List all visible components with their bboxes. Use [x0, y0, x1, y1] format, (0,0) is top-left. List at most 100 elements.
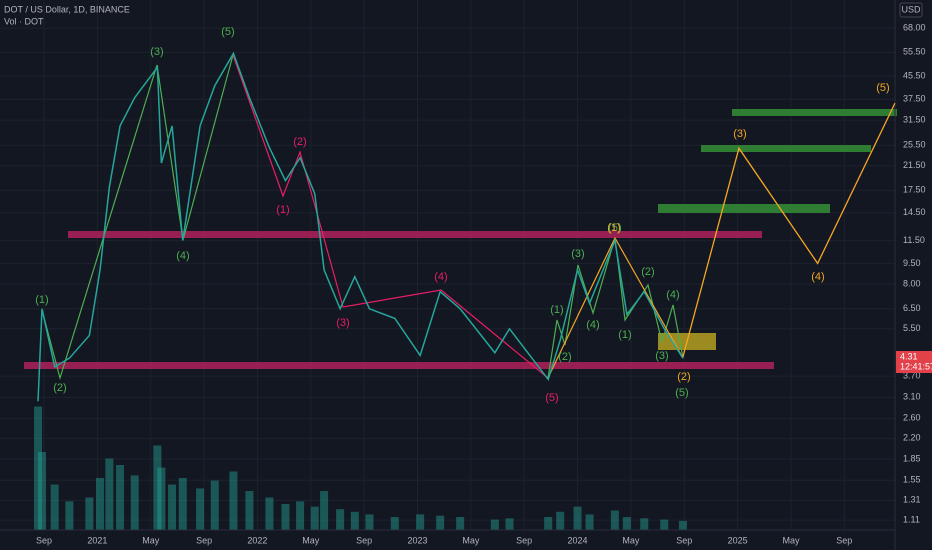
volume-bar	[265, 497, 274, 530]
y-tick-label: 11.50	[903, 235, 925, 245]
volume-bar	[196, 488, 205, 530]
wave-label: (3)	[733, 128, 746, 140]
wave-label: (1)	[618, 329, 631, 341]
volume-bar	[50, 484, 59, 530]
wave-label: (2)	[641, 266, 654, 278]
wave-label: (2)	[53, 382, 66, 394]
wave-label: (1)	[35, 294, 48, 306]
volume-bar	[505, 518, 514, 530]
x-tick-label: May	[462, 535, 480, 545]
volume-bar	[153, 445, 162, 530]
volume-bar	[96, 478, 105, 530]
volume-bar	[85, 497, 94, 530]
volume-bar	[310, 506, 319, 530]
wave-label: (3)	[571, 248, 584, 260]
y-tick-label: 55.50	[903, 47, 926, 57]
wave-label: (2)	[677, 371, 690, 383]
y-tick-label: 3.70	[903, 371, 921, 381]
volume-bar	[436, 515, 445, 530]
wave-label: (5)	[545, 392, 558, 404]
wave-label: (3)	[655, 350, 668, 362]
wave-label: (1)	[550, 304, 563, 316]
wave-label: (3)	[150, 46, 163, 58]
currency-box[interactable]	[899, 2, 923, 18]
x-tick-label: 2025	[728, 535, 748, 545]
y-tick-label: 6.50	[903, 303, 921, 313]
volume-bar	[640, 518, 649, 530]
volume-bar	[610, 510, 619, 530]
y-tick-label: 2.20	[903, 433, 921, 443]
target-zone	[658, 204, 830, 213]
wave-label: (3)	[336, 317, 349, 329]
y-tick-label: 17.50	[903, 185, 926, 195]
y-tick-label: 25.50	[903, 140, 926, 150]
y-tick-label: 1.85	[903, 453, 921, 463]
y-tick-label: 9.50	[903, 258, 921, 268]
volume-bar	[660, 519, 669, 530]
volume-bar	[34, 406, 43, 530]
y-tick-label: 14.50	[903, 207, 926, 217]
volume-bar	[157, 467, 166, 530]
target-zone	[701, 145, 871, 152]
volume-bar	[229, 471, 238, 530]
volume-bar	[38, 452, 47, 530]
price-line	[37, 51, 684, 402]
volume-bar	[210, 480, 219, 530]
wave-label: (4)	[811, 271, 824, 283]
volume-bar	[350, 511, 359, 530]
volume-bar	[336, 509, 345, 530]
wave-label: (4)	[434, 271, 447, 283]
chart-title: DOT / US Dollar, 1D, BINANCE	[4, 4, 130, 14]
y-tick-label: 8.00	[903, 278, 921, 288]
volume-bar	[65, 501, 74, 530]
y-tick-label: 21.50	[903, 160, 926, 170]
countdown: 12:41:57	[900, 361, 932, 371]
x-tick-label: 2023	[407, 535, 427, 545]
resistance-zone	[68, 231, 762, 238]
x-tick-label: Sep	[196, 535, 212, 545]
y-tick-label: 1.31	[903, 495, 921, 505]
y-tick-label: 45.50	[903, 70, 926, 80]
y-tick-label: 1.11	[903, 514, 920, 524]
y-tick-label: 3.10	[903, 392, 921, 402]
x-tick-label: Sep	[356, 535, 372, 545]
target-zone	[732, 109, 897, 116]
currency[interactable]: USD	[901, 4, 921, 14]
y-tick-label: 2.60	[903, 413, 921, 423]
volume-bar	[245, 491, 254, 530]
wave-line	[547, 236, 684, 379]
volume-bar	[390, 517, 399, 530]
last-price: 4.31	[900, 351, 918, 361]
projection-line	[682, 102, 896, 357]
wave-label: (5)	[675, 387, 688, 399]
x-tick-label: May	[622, 535, 640, 545]
wave-label: (2)	[293, 136, 306, 148]
y-tick-label: 5.50	[903, 323, 921, 333]
wave-label: (4)	[586, 319, 599, 331]
volume-bar	[168, 484, 177, 530]
y-tick-label: 31.50	[903, 114, 926, 124]
x-tick-label: Sep	[836, 535, 852, 545]
wave-label: (2)	[558, 351, 571, 363]
x-tick-label: Sep	[516, 535, 532, 545]
wave-line	[41, 54, 234, 381]
x-tick-label: 2022	[247, 535, 267, 545]
volume-bar	[622, 517, 631, 530]
x-tick-label: May	[302, 535, 320, 545]
volume-bar	[105, 458, 114, 530]
x-tick-label: Sep	[36, 535, 52, 545]
y-tick-label: 37.50	[903, 94, 926, 104]
volume-bar	[365, 514, 374, 530]
subtitle: Vol · DOT	[4, 16, 44, 26]
volume-bar	[130, 475, 139, 530]
volume-bar	[296, 501, 305, 530]
y-tick-label: 68.00	[903, 22, 926, 32]
volume-bar	[416, 514, 425, 530]
price-tag	[896, 351, 932, 373]
wave-label: (4)	[666, 289, 679, 301]
volume-bar	[585, 514, 594, 530]
wave-label: (5)	[221, 26, 234, 38]
volume-bar	[573, 506, 582, 530]
